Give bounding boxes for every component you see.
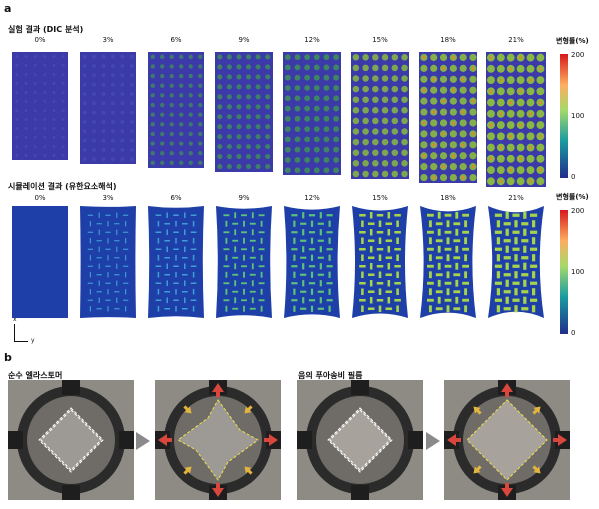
simulation-image-2: [148, 206, 204, 318]
colorbar-tick-0: 0: [571, 329, 576, 337]
panel-letter-a: a: [4, 2, 12, 15]
experiment-image-5: [350, 52, 410, 180]
experiment-row-title: 실험 결과 (DIC 분석): [8, 25, 84, 34]
simulation-row-title: 시뮬레이션 결과 (유한요소해석): [8, 182, 117, 191]
experiment-image-1: [79, 52, 137, 164]
strain-label-sim: 6%: [170, 194, 182, 202]
elastomer-title: 순수 엘라스토머: [8, 371, 63, 380]
strain-label-exp: 18%: [440, 36, 456, 44]
panel-letter-b: b: [4, 351, 12, 364]
simulation-image-1: [80, 206, 136, 318]
strain-label-sim: 12%: [304, 194, 320, 202]
simulation-image-0: [12, 206, 68, 318]
axis-x-line: [14, 324, 15, 342]
experiment-image-7: [486, 52, 546, 187]
colorbar-title-simulation: 변형률(%): [556, 193, 589, 201]
axis-y-line: [14, 341, 28, 342]
strain-label-exp: 3%: [102, 36, 114, 44]
strain-label-sim: 9%: [238, 194, 250, 202]
biaxial-photo-3: [444, 380, 570, 500]
colorbar-tick-200: 200: [571, 51, 585, 59]
axis-x-label: x: [13, 316, 17, 323]
strain-label-sim: 21%: [508, 194, 524, 202]
strain-label-exp: 21%: [508, 36, 524, 44]
experiment-image-3: [215, 52, 273, 172]
strain-label-exp: 15%: [372, 36, 388, 44]
strain-label-exp: 0%: [34, 36, 46, 44]
experiment-image-6: [418, 52, 478, 184]
colorbar-tick-100: 100: [571, 268, 585, 276]
colorbar-tick-100: 100: [571, 112, 585, 120]
axis-y-label: y: [31, 337, 35, 344]
experiment-image-0: [12, 52, 68, 160]
strain-label-sim: 18%: [440, 194, 456, 202]
biaxial-photo-0: [8, 380, 134, 500]
transition-arrow-0: [136, 432, 150, 450]
simulation-image-5: [352, 206, 408, 318]
strain-label-sim: 3%: [102, 194, 114, 202]
strain-label-sim: 0%: [34, 194, 46, 202]
strain-label-exp: 9%: [238, 36, 250, 44]
colorbar-tick-200: 200: [571, 207, 585, 215]
colorbar-experiment: [560, 54, 568, 178]
strain-label-sim: 15%: [372, 194, 388, 202]
simulation-image-4: [284, 206, 340, 318]
colorbar-tick-0: 0: [571, 173, 576, 181]
biaxial-photo-2: [297, 380, 423, 500]
strain-label-exp: 12%: [304, 36, 320, 44]
colorbar-title-experiment: 변형률(%): [556, 37, 589, 45]
strain-label-exp: 6%: [170, 36, 182, 44]
experiment-image-2: [147, 52, 205, 168]
transition-arrow-1: [426, 432, 440, 450]
experiment-image-4: [283, 52, 341, 176]
simulation-image-3: [216, 206, 272, 318]
biaxial-photo-1: [155, 380, 281, 500]
auxetic-title: 음의 푸아송비 필름: [298, 371, 363, 380]
simulation-image-6: [420, 206, 476, 318]
colorbar-simulation: [560, 210, 568, 334]
simulation-image-7: [488, 206, 544, 318]
